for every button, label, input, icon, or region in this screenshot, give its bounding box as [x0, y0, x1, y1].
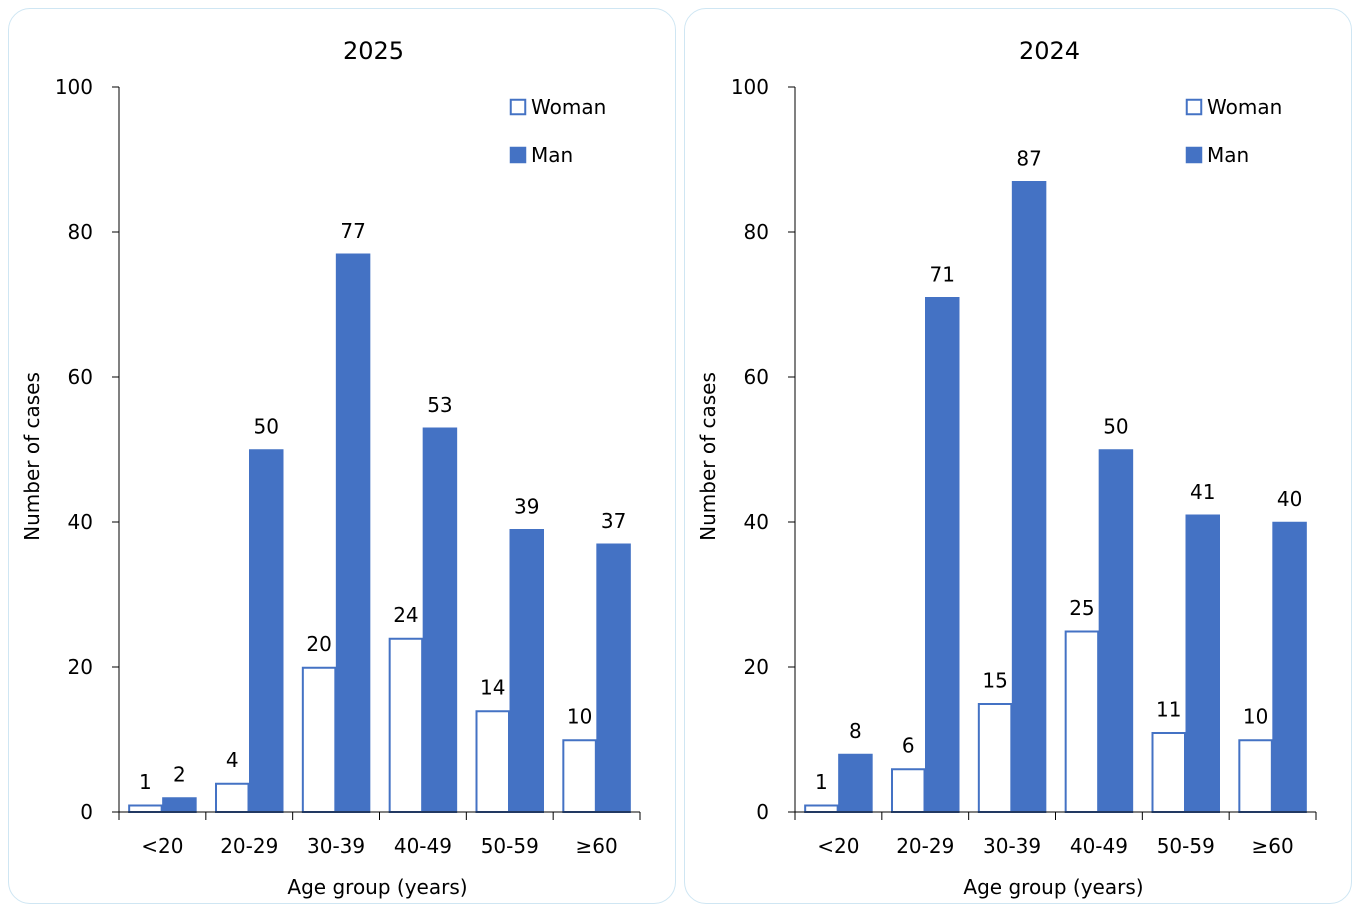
legend-label-man: Man — [531, 143, 573, 167]
bar-woman-1 — [215, 782, 250, 813]
y-tick-label: 20 — [68, 655, 93, 679]
bar-woman-5 — [1238, 739, 1273, 813]
chart-panel-2024: 2024 1 6 15 25 11 10 8 71 87 50 41 40 0 20 40 60 80 100 <20… — [684, 8, 1352, 904]
bar-woman-2 — [301, 666, 337, 813]
data-label-woman-1: 6 — [902, 734, 915, 758]
bar-man-2 — [1011, 181, 1047, 813]
y-tick-label: 0 — [80, 800, 93, 824]
data-label-woman-2: 15 — [982, 668, 1007, 692]
y-tick-label: 100 — [731, 75, 769, 99]
legend-label-woman: Woman — [531, 95, 606, 119]
data-label-man-3: 50 — [1103, 415, 1128, 439]
data-label-man-5: 40 — [1277, 487, 1302, 511]
x-tick-label: 20-29 — [896, 834, 954, 858]
bar-woman-4 — [475, 710, 510, 813]
x-tick-label: 20-29 — [220, 834, 278, 858]
chart-title: 2024 — [1019, 37, 1080, 65]
bar-woman-0 — [128, 804, 163, 813]
x-tick-label: <20 — [817, 834, 859, 858]
bar-man-0 — [162, 797, 197, 813]
y-axis-title: Number of cases — [696, 372, 720, 541]
y-tick-label: 80 — [68, 220, 93, 244]
bar-woman-3 — [1064, 630, 1100, 813]
chart-panel-2025: 2025 1 4 20 24 14 10 2 50 77 53 39 37 0 20 40 60 80 100 <20… — [8, 8, 676, 904]
data-label-woman-5: 10 — [1243, 705, 1268, 729]
x-tick-label: ≥60 — [1251, 834, 1293, 858]
data-label-man-2: 77 — [340, 219, 365, 243]
data-label-man-5: 37 — [601, 509, 626, 533]
bar-man-1 — [249, 449, 284, 813]
bar-man-2 — [335, 253, 371, 813]
chart-title: 2025 — [343, 37, 404, 65]
data-label-woman-5: 10 — [567, 705, 592, 729]
y-tick-label: 60 — [68, 365, 93, 389]
legend-swatch-woman — [1185, 98, 1203, 116]
y-tick-label: 40 — [68, 510, 93, 534]
data-label-man-4: 39 — [514, 494, 539, 518]
y-tick-label: 100 — [55, 75, 93, 99]
bar-man-4 — [509, 529, 544, 813]
data-label-woman-4: 14 — [480, 676, 505, 700]
x-tick-label: ≥60 — [575, 834, 617, 858]
bar-woman-3 — [388, 637, 424, 813]
legend-label-man: Man — [1207, 143, 1249, 167]
bar-chart: 2025142024141025077533937020406080100<20… — [20, 37, 641, 899]
bar-woman-0 — [804, 804, 839, 813]
data-label-man-1: 71 — [930, 262, 955, 286]
y-tick-label: 0 — [756, 800, 769, 824]
legend-swatch-woman — [509, 98, 527, 116]
bar-man-5 — [1272, 521, 1307, 813]
data-label-woman-4: 11 — [1156, 697, 1181, 721]
legend-label-woman: Woman — [1207, 95, 1282, 119]
y-tick-label: 80 — [744, 220, 769, 244]
y-tick-label: 20 — [744, 655, 769, 679]
data-label-man-4: 41 — [1190, 480, 1215, 504]
x-tick-label: 50-59 — [481, 834, 539, 858]
bar-chart: 2024 1 6 15 25 11 10 8 71 87 50 41 40 0 20 40 60 80 100 <20… — [696, 37, 1317, 899]
data-label-woman-0: 1 — [139, 770, 152, 794]
x-tick-label: 50-59 — [1157, 834, 1215, 858]
x-axis-title: Age group (years) — [963, 875, 1143, 899]
data-label-woman-3: 25 — [1069, 596, 1094, 620]
y-tick-label: 60 — [744, 365, 769, 389]
data-label-man-2: 87 — [1016, 146, 1041, 170]
bar-man-3 — [1098, 449, 1134, 813]
bar-man-3 — [422, 427, 458, 813]
data-label-man-0: 2 — [173, 763, 186, 787]
bar-woman-1 — [891, 768, 926, 813]
bar-woman-5 — [562, 739, 597, 813]
data-label-man-3: 53 — [427, 393, 452, 417]
bar-woman-2 — [977, 703, 1013, 813]
bar-man-1 — [925, 297, 960, 813]
data-label-woman-2: 20 — [306, 632, 331, 656]
bar-man-0 — [838, 753, 873, 813]
bar-woman-4 — [1151, 732, 1186, 813]
x-tick-label: 30-39 — [307, 834, 365, 858]
data-label-man-1: 50 — [254, 415, 279, 439]
bar-man-4 — [1185, 514, 1220, 813]
x-tick-label: 30-39 — [983, 834, 1041, 858]
y-axis-title: Number of cases — [20, 372, 44, 541]
data-label-woman-3: 24 — [393, 603, 418, 627]
x-tick-label: 40-49 — [394, 834, 452, 858]
y-tick-label: 40 — [744, 510, 769, 534]
data-label-man-0: 8 — [849, 719, 862, 743]
legend-swatch-man — [1185, 146, 1203, 164]
data-label-woman-0: 1 — [815, 770, 828, 794]
x-axis-title: Age group (years) — [287, 875, 467, 899]
legend-swatch-man — [509, 146, 527, 164]
x-tick-label: <20 — [141, 834, 183, 858]
x-tick-label: 40-49 — [1070, 834, 1128, 858]
data-label-woman-1: 4 — [226, 748, 239, 772]
bar-man-5 — [596, 543, 631, 813]
